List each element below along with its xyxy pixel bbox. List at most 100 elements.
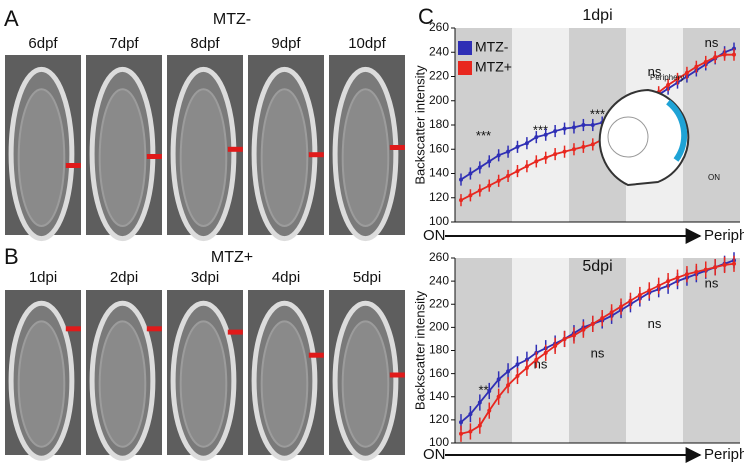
point (496, 394, 501, 399)
point (487, 388, 492, 393)
image-label: 2dpi (110, 269, 138, 286)
region-band (512, 28, 569, 222)
retina-inner (260, 88, 309, 228)
point (534, 135, 539, 140)
point (694, 64, 699, 69)
point (609, 310, 614, 315)
y-tick-label: 240 (429, 273, 449, 287)
region-band (455, 28, 512, 222)
legend-swatch (458, 61, 472, 75)
region-band (569, 258, 626, 443)
point (543, 132, 548, 137)
point (571, 147, 576, 152)
point (684, 272, 689, 277)
significance: ns (705, 35, 719, 50)
point (732, 261, 736, 266)
red-marker (308, 152, 324, 158)
point (675, 76, 680, 81)
point (562, 336, 567, 341)
x-end-label: Periphery (704, 446, 744, 463)
significance: *** (590, 107, 605, 122)
point (581, 144, 586, 149)
point (543, 155, 548, 160)
red-marker (227, 146, 243, 152)
y-tick-label: 220 (429, 296, 449, 310)
point (487, 159, 492, 164)
point (713, 265, 718, 270)
point (515, 144, 520, 149)
point (637, 293, 642, 297)
y-tick-label: 240 (429, 44, 449, 58)
y-tick-label: 180 (429, 343, 449, 357)
group-label: MTZ+ (211, 249, 253, 266)
point (703, 59, 708, 64)
point (553, 152, 558, 157)
retina-inner (179, 88, 228, 228)
x-start-label: ON (423, 227, 446, 244)
point (534, 159, 539, 164)
y-tick-label: 220 (429, 69, 449, 83)
retina-inner (341, 88, 390, 228)
legend-swatch (458, 41, 472, 55)
point (459, 420, 463, 425)
red-marker (146, 154, 162, 159)
image-label: 6dpf (28, 35, 58, 52)
region-band (683, 28, 740, 222)
y-tick-label: 200 (429, 320, 449, 334)
inset-lens (607, 116, 649, 158)
point (487, 408, 492, 413)
retina-inner (179, 320, 228, 448)
point (628, 298, 633, 303)
image-label: 9dpf (271, 35, 301, 52)
panel-letter: A (4, 6, 19, 31)
point (722, 52, 727, 57)
point (571, 333, 576, 338)
chart-title: 5dpi (582, 258, 612, 275)
point (553, 129, 558, 134)
region-band (455, 258, 512, 443)
point (543, 350, 548, 355)
point (506, 383, 511, 388)
retina-inner (98, 88, 147, 228)
point (666, 82, 671, 87)
retina-inner (17, 320, 66, 448)
point (506, 369, 511, 374)
significance: ns (648, 64, 662, 79)
point (590, 142, 595, 147)
point (459, 177, 463, 182)
point (477, 165, 482, 170)
retina-inner (341, 320, 390, 448)
point (468, 171, 473, 176)
point (571, 125, 576, 130)
point (703, 267, 708, 272)
point (524, 141, 529, 146)
y-tick-label: 100 (429, 214, 449, 228)
point (713, 55, 718, 60)
y-tick-label: 160 (429, 366, 449, 380)
point (477, 400, 482, 405)
point (477, 423, 482, 428)
y-axis-label: Backscatter intensity (412, 65, 427, 185)
image-label: 8dpf (190, 35, 220, 52)
point (684, 70, 689, 75)
significance: ** (478, 383, 488, 398)
point (524, 365, 529, 370)
legend-label: MTZ- (475, 39, 509, 55)
significance: ns (705, 275, 719, 290)
point (675, 275, 680, 280)
point (487, 183, 492, 188)
region-band (683, 258, 740, 443)
red-marker (308, 352, 324, 358)
point (666, 279, 671, 284)
panel-letter: C (418, 4, 434, 29)
point (515, 373, 520, 378)
y-tick-label: 100 (429, 435, 449, 449)
red-marker (65, 326, 81, 332)
point (600, 316, 605, 321)
point (562, 149, 567, 154)
retina-inner (17, 88, 66, 228)
inset-label: Periphery (650, 73, 684, 82)
image-label: 5dpi (353, 269, 381, 286)
image-label: 1dpi (29, 269, 57, 286)
